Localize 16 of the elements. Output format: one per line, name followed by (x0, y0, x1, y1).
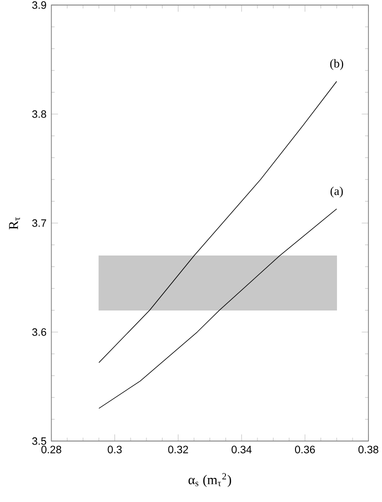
annotation: (b) (330, 59, 344, 70)
y-axis-title: R$_{τ}$ (9, 217, 20, 230)
y-tick-label: 3.9 (32, 1, 46, 9)
y-tick-label: 3.8 (32, 110, 46, 118)
x-axis-title: α$_{s}$ (m$_{τ}$$^{2}$) (188, 473, 232, 488)
line-series (98, 208, 338, 409)
x-tick-label: 0.38 (358, 446, 378, 454)
y-tick-label: 3.5 (32, 437, 46, 445)
x-tick-label: 0.3 (108, 446, 122, 454)
y-tick-label: 3.7 (32, 219, 46, 227)
x-tick-label: 0.32 (168, 446, 188, 454)
x-tick-label: 0.28 (41, 446, 62, 454)
y-tick-label: 3.6 (32, 328, 46, 336)
x-tick-label: 0.34 (232, 446, 252, 454)
x-tick-label: 0.36 (295, 446, 315, 454)
annotation: (a) (330, 186, 343, 198)
